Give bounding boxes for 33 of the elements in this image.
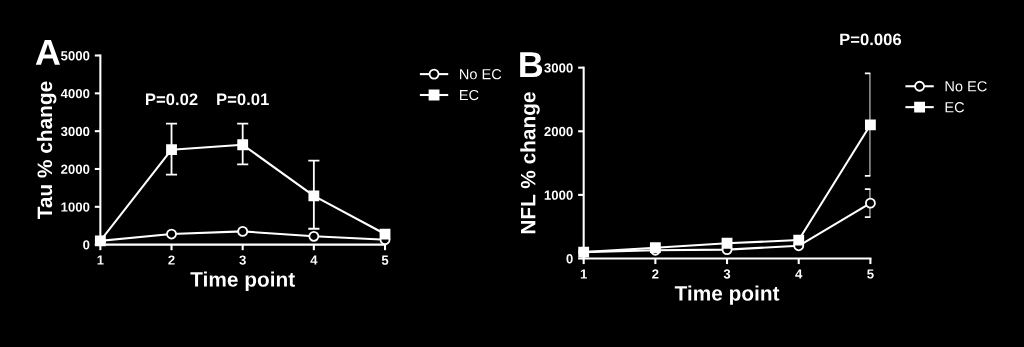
y-tick-label: 2000 (61, 164, 90, 174)
y-tick-label: 3000 (544, 63, 573, 73)
annotation: P=0.01 (217, 93, 269, 106)
x-tick-label: 3 (239, 255, 246, 265)
y-tick-label: 0 (566, 254, 573, 264)
x-tick-label: 2 (652, 269, 659, 279)
x-tick-label: 5 (867, 269, 874, 279)
chart-title: A (35, 40, 60, 65)
chart-title: B (520, 52, 543, 77)
y-axis-title: Tau % change (36, 81, 57, 220)
x-tick-label: 1 (97, 255, 104, 265)
legend-label: EC (460, 89, 479, 101)
x-tick-label: 4 (795, 269, 803, 279)
legend-label: No EC (945, 81, 987, 92)
annotation: P=0.02 (145, 93, 198, 106)
y-axis-title: NFL % change (520, 92, 540, 234)
y-tick-label: 0 (83, 240, 90, 250)
text: P=0.006 (840, 33, 902, 46)
y-tick-label: 3000 (60, 126, 90, 137)
y-tick-label: 4000 (60, 88, 90, 99)
legend-label: EC (945, 102, 965, 113)
y-tick-label: 5000 (60, 51, 90, 61)
x-axis-title: Time point (674, 285, 780, 305)
x-axis-title: Time point (190, 271, 295, 291)
x-tick-label: 2 (168, 255, 175, 265)
x-tick-label: 5 (381, 255, 389, 265)
y-tick-label: 1000 (544, 190, 573, 200)
x-tick-label: 1 (580, 269, 587, 279)
x-tick-label: 4 (310, 255, 318, 265)
y-tick-label: 2000 (544, 126, 573, 137)
legend-label: No EC (460, 69, 502, 80)
y-tick-label: 1000 (61, 202, 90, 212)
x-tick-label: 3 (723, 269, 731, 279)
